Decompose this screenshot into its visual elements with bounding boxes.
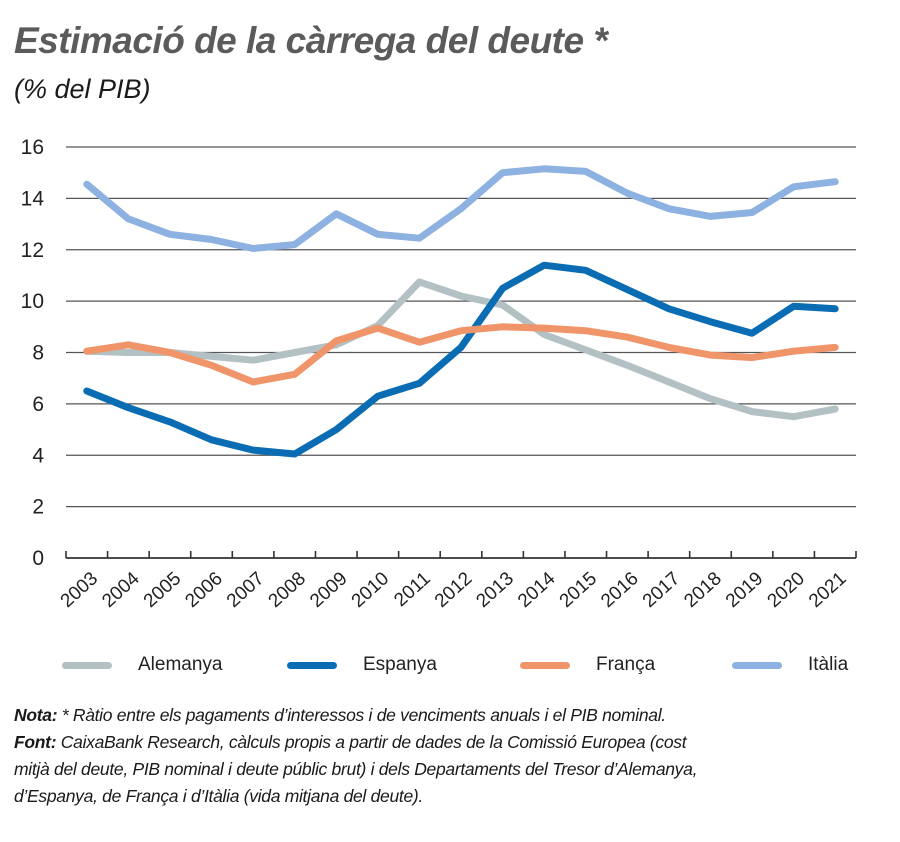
series-line-franca — [83, 323, 839, 386]
y-tick-label: 2 — [32, 496, 44, 519]
legend-label-italia: Itàlia — [808, 654, 849, 675]
note-label: Nota: — [14, 705, 58, 725]
x-tick-label: 2013 — [472, 568, 517, 612]
y-tick-label: 16 — [21, 136, 44, 159]
x-tick-label: 2019 — [722, 568, 767, 612]
x-tick-label: 2007 — [223, 568, 268, 612]
legend-item-espanya: Espanya — [287, 650, 437, 680]
x-tick-label: 2015 — [556, 568, 601, 612]
x-tick-label: 2018 — [680, 568, 725, 612]
x-tick-label: 2008 — [265, 568, 310, 612]
legend-item-italia: Itàlia — [732, 650, 848, 680]
legend-label-alemanya: Alemanya — [138, 654, 223, 675]
x-tick-label: 2014 — [514, 568, 560, 612]
x-tick-label: 2005 — [140, 568, 185, 612]
chart-title: Estimació de la càrrega del deute * — [14, 20, 608, 61]
source-text-1: CaixaBank Research, càlculs propis a par… — [56, 732, 687, 752]
series-line-italia — [83, 165, 839, 252]
series-line-alemanya — [83, 278, 839, 421]
legend-label-espanya: Espanya — [363, 654, 437, 675]
x-tick-label: 2003 — [57, 568, 102, 612]
legend-swatch-espanya — [287, 661, 337, 669]
x-tick-label: 2017 — [639, 568, 684, 612]
x-tick-label: 2011 — [390, 568, 434, 611]
x-axis: 2003200420052006200720082009201020112012… — [57, 551, 857, 612]
y-tick-label: 14 — [21, 187, 45, 210]
x-tick-label: 2020 — [764, 568, 809, 612]
source-label: Font: — [14, 732, 57, 752]
x-tick-label: 2009 — [306, 568, 351, 612]
legend-item-franca: França — [520, 650, 655, 680]
x-tick-label: 2016 — [597, 568, 642, 612]
y-tick-label: 6 — [32, 393, 44, 416]
y-tick-label: 8 — [32, 342, 44, 365]
y-axis-ticks: 0 2 4 6 8 10 12 14 16 — [21, 136, 45, 570]
chart-notes: Nota: * Ràtio entre els pagaments d’inte… — [14, 702, 894, 810]
source-line-2: mitjà del deute, PIB nominal i deute púb… — [14, 759, 698, 779]
y-tick-label: 10 — [21, 290, 44, 313]
legend-item-alemanya: Alemanya — [62, 650, 223, 680]
legend-label-franca: França — [596, 654, 656, 675]
legend: Alemanya Espanya França Itàlia — [0, 650, 900, 680]
y-tick-label: 12 — [21, 239, 44, 262]
y-tick-label: 0 — [32, 547, 44, 570]
series-line-espanya — [83, 261, 839, 458]
legend-swatch-franca — [520, 661, 570, 669]
source-line-3: d’Espanya, de França i d’Itàlia (vida mi… — [14, 786, 423, 806]
x-tick-label: 2006 — [181, 568, 226, 612]
note-text: * Ràtio entre els pagaments d’interessos… — [57, 705, 666, 725]
y-tick-label: 4 — [32, 444, 44, 467]
source-line-1: Font: CaixaBank Research, càlculs propis… — [14, 729, 894, 756]
x-tick-label: 2004 — [98, 568, 144, 612]
chart-subtitle: (% del PIB) — [14, 74, 151, 104]
legend-swatch-italia — [732, 661, 782, 669]
x-tick-label: 2012 — [431, 568, 476, 612]
x-tick-label: 2021 — [805, 568, 850, 612]
note-line: Nota: * Ràtio entre els pagaments d’inte… — [14, 702, 894, 729]
series-lines — [83, 165, 839, 458]
legend-swatch-alemanya — [62, 661, 112, 669]
x-tick-label: 2010 — [348, 568, 393, 612]
